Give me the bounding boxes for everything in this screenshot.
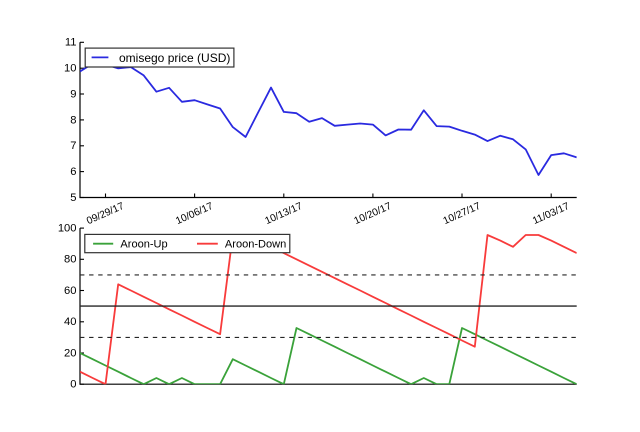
svg-text:100: 100 <box>58 223 77 235</box>
svg-text:8: 8 <box>70 114 76 126</box>
svg-text:Aroon-Up: Aroon-Up <box>120 239 167 251</box>
svg-text:10: 10 <box>64 63 76 75</box>
svg-text:7: 7 <box>70 140 76 152</box>
svg-text:6: 6 <box>70 166 76 178</box>
svg-text:40: 40 <box>64 316 76 328</box>
svg-text:omisego price (USD): omisego price (USD) <box>119 51 230 65</box>
svg-text:9: 9 <box>70 88 76 100</box>
svg-text:80: 80 <box>64 254 76 266</box>
svg-text:0: 0 <box>70 379 76 391</box>
svg-text:60: 60 <box>64 285 76 297</box>
svg-text:Aroon-Down: Aroon-Down <box>225 239 286 251</box>
svg-text:20: 20 <box>64 347 76 359</box>
svg-text:5: 5 <box>70 192 76 204</box>
svg-text:11: 11 <box>65 37 77 49</box>
